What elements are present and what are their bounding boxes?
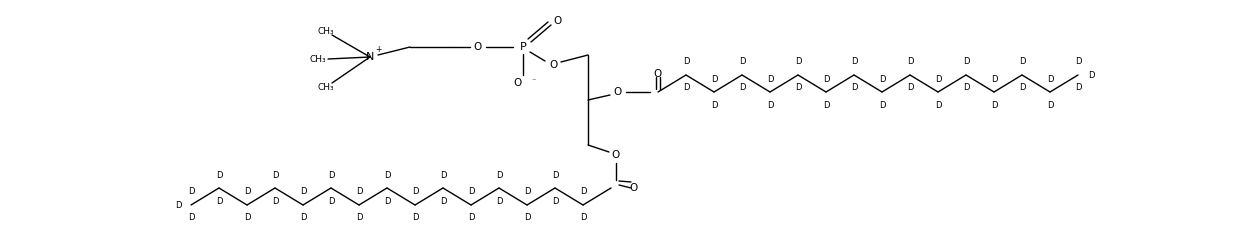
Text: D: D [300, 187, 306, 197]
Text: O: O [653, 69, 662, 79]
Text: D: D [327, 197, 335, 205]
Text: D: D [187, 187, 195, 197]
Text: D: D [327, 170, 335, 180]
Text: ⁻: ⁻ [532, 77, 536, 85]
Text: D: D [175, 200, 181, 210]
Text: D: D [851, 84, 857, 92]
Text: D: D [823, 74, 830, 84]
Text: D: D [356, 214, 362, 222]
Text: D: D [244, 187, 250, 197]
Text: D: D [711, 74, 717, 84]
Text: D: D [216, 197, 222, 205]
Text: O: O [513, 78, 522, 88]
Text: P: P [520, 42, 526, 52]
Text: D: D [795, 84, 801, 92]
Text: D: D [906, 84, 913, 92]
Text: D: D [935, 74, 941, 84]
Text: D: D [1075, 58, 1081, 66]
Text: D: D [580, 187, 587, 197]
Text: D: D [552, 197, 558, 205]
Text: O: O [630, 183, 639, 193]
Text: D: D [991, 74, 997, 84]
Text: D: D [935, 101, 941, 109]
Text: D: D [1019, 84, 1025, 92]
Text: D: D [906, 58, 913, 66]
Text: D: D [766, 74, 774, 84]
Text: D: D [356, 187, 362, 197]
Text: D: D [412, 187, 418, 197]
Text: O: O [611, 150, 620, 160]
Text: D: D [187, 214, 195, 222]
Text: D: D [962, 84, 970, 92]
Text: O: O [474, 42, 482, 52]
Text: D: D [879, 101, 885, 109]
Text: D: D [823, 101, 830, 109]
Text: D: D [1075, 84, 1081, 92]
Text: CH₃: CH₃ [317, 83, 335, 91]
Text: D: D [467, 214, 474, 222]
Text: D: D [272, 170, 278, 180]
Text: D: D [739, 84, 745, 92]
Text: D: D [766, 101, 774, 109]
Text: D: D [383, 197, 391, 205]
Text: CH₃: CH₃ [317, 26, 335, 36]
Text: D: D [683, 84, 689, 92]
Text: D: D [1047, 74, 1053, 84]
Text: D: D [711, 101, 717, 109]
Text: D: D [440, 197, 446, 205]
Text: D: D [795, 58, 801, 66]
Text: D: D [467, 187, 474, 197]
Text: D: D [580, 214, 587, 222]
Text: D: D [216, 170, 222, 180]
Text: D: D [739, 58, 745, 66]
Text: D: D [683, 58, 689, 66]
Text: N: N [366, 52, 374, 62]
Text: D: D [496, 170, 502, 180]
Text: O: O [614, 87, 622, 97]
Text: D: D [412, 214, 418, 222]
Text: D: D [300, 214, 306, 222]
Text: D: D [1047, 101, 1053, 109]
Text: O: O [549, 60, 557, 70]
Text: D: D [440, 170, 446, 180]
Text: D: D [523, 214, 531, 222]
Text: D: D [244, 214, 250, 222]
Text: D: D [383, 170, 391, 180]
Text: D: D [879, 74, 885, 84]
Text: O: O [553, 16, 562, 26]
Text: D: D [962, 58, 970, 66]
Text: D: D [496, 197, 502, 205]
Text: D: D [1087, 71, 1094, 79]
Text: D: D [272, 197, 278, 205]
Text: D: D [523, 187, 531, 197]
Text: CH₃: CH₃ [310, 54, 326, 64]
Text: D: D [991, 101, 997, 109]
Text: +: + [374, 46, 381, 54]
Text: D: D [1019, 58, 1025, 66]
Text: D: D [552, 170, 558, 180]
Text: D: D [851, 58, 857, 66]
